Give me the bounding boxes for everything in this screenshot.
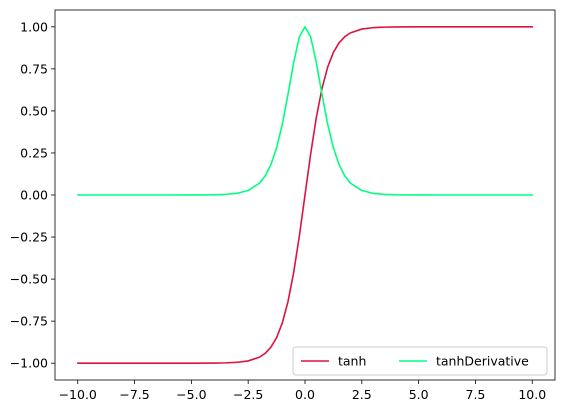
y-tick-label: 0.00 — [20, 188, 48, 203]
x-tick-label: −5.0 — [176, 387, 206, 402]
y-tick-label: −0.75 — [10, 314, 48, 329]
y-tick-label: −1.00 — [10, 356, 48, 371]
y-tick-label: 0.50 — [20, 103, 48, 118]
axes-frame — [54, 9, 556, 381]
x-tick-label: −7.5 — [119, 387, 149, 402]
x-tick-label: 2.5 — [352, 387, 372, 402]
y-tick-label: 0.75 — [20, 61, 48, 76]
legend: tanh tanhDerivative — [292, 346, 548, 376]
y-axis-ticks: 1.00 0.75 0.50 0.25 0.00 −0.25 −0.50 −0.75 −1.00 — [10, 19, 55, 371]
y-tick-label: 0.25 — [20, 145, 48, 160]
x-tick-label: 0.0 — [295, 387, 315, 402]
x-tick-label: 5.0 — [409, 387, 429, 402]
x-tick-label: 10.0 — [518, 387, 546, 402]
x-tick-label: −10.0 — [59, 387, 97, 402]
legend-label-tanh: tanh — [338, 354, 366, 369]
series-layer — [76, 26, 534, 364]
y-tick-label: −0.25 — [10, 230, 48, 245]
legend-label-tanhDerivative: tanhDerivative — [436, 354, 529, 369]
series-line-tanhDerivative — [76, 26, 534, 196]
series-line-tanh — [76, 26, 534, 364]
y-tick-label: −0.50 — [10, 272, 48, 287]
y-tick-label: 1.00 — [20, 19, 48, 34]
x-tick-label: −2.5 — [233, 387, 263, 402]
x-axis-ticks: −10.0 −7.5 −5.0 −2.5 0.0 2.5 5.0 7.5 10.0 — [59, 380, 546, 402]
x-tick-label: 7.5 — [466, 387, 486, 402]
